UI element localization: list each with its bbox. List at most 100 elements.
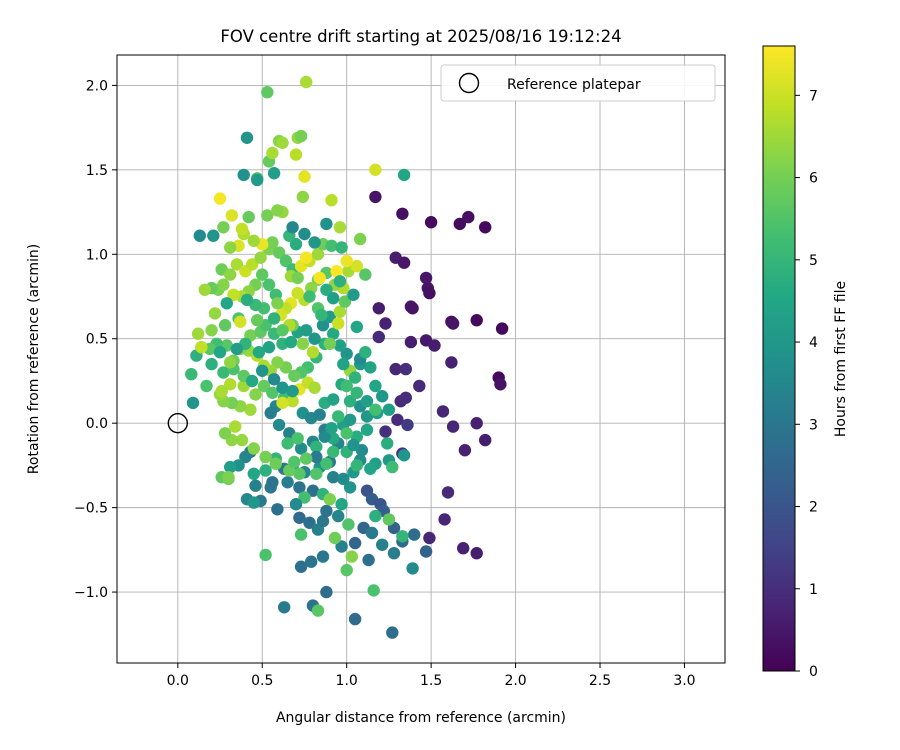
- data-point: [266, 146, 279, 160]
- data-point: [401, 418, 414, 432]
- data-point: [294, 129, 308, 143]
- data-point: [335, 540, 348, 553]
- data-point: [286, 395, 299, 408]
- data-point: [419, 271, 433, 285]
- data-point: [372, 330, 385, 344]
- data-point: [316, 319, 330, 332]
- data-point: [254, 251, 267, 264]
- data-point: [381, 437, 394, 450]
- y-tick-label: 2.0: [86, 78, 108, 94]
- data-point: [391, 413, 404, 426]
- data-point: [193, 229, 206, 242]
- data-point: [195, 341, 208, 354]
- data-point: [404, 335, 418, 349]
- data-point: [332, 509, 345, 523]
- data-point: [225, 209, 238, 222]
- data-point: [364, 462, 377, 475]
- data-point: [281, 437, 294, 450]
- data-point: [224, 241, 237, 254]
- data-point: [369, 379, 382, 393]
- data-point: [224, 460, 237, 474]
- colorbar-tick-label: 3: [809, 417, 818, 433]
- data-point: [457, 542, 470, 555]
- data-point: [320, 283, 333, 296]
- data-point: [359, 346, 372, 359]
- data-point: [396, 530, 409, 543]
- data-point: [222, 471, 235, 484]
- data-point: [458, 444, 472, 457]
- data-point: [239, 450, 252, 464]
- data-point: [360, 423, 374, 437]
- data-point: [200, 379, 213, 393]
- data-point: [266, 476, 279, 489]
- data-point: [313, 271, 326, 285]
- data-point: [495, 322, 509, 335]
- data-point: [261, 209, 274, 222]
- data-point: [294, 442, 308, 455]
- y-tick-label: −0.5: [74, 501, 108, 517]
- data-point: [470, 547, 483, 560]
- y-tick-label: 0.0: [86, 416, 108, 432]
- data-point: [271, 204, 284, 217]
- data-point: [266, 236, 279, 249]
- data-point: [337, 472, 350, 486]
- data-point: [245, 258, 259, 271]
- data-point: [271, 356, 284, 369]
- data-point: [259, 548, 272, 562]
- data-point: [350, 459, 363, 472]
- data-point: [227, 288, 240, 301]
- data-point: [230, 342, 244, 356]
- data-point: [251, 173, 264, 187]
- data-point: [320, 585, 333, 599]
- data-point: [397, 168, 411, 182]
- data-point: [360, 410, 374, 423]
- data-point: [470, 314, 483, 327]
- data-point: [325, 239, 338, 252]
- data-point: [308, 236, 321, 249]
- data-point: [247, 496, 260, 509]
- data-point: [245, 374, 259, 388]
- data-point: [262, 341, 276, 354]
- data-point: [365, 526, 379, 540]
- data-point: [369, 509, 382, 523]
- data-point: [347, 288, 360, 301]
- data-point: [291, 286, 304, 300]
- data-point: [269, 457, 282, 470]
- data-point: [318, 430, 331, 443]
- data-point: [333, 221, 347, 234]
- data-point: [423, 531, 436, 545]
- data-point: [330, 265, 343, 278]
- data-point: [300, 251, 313, 264]
- data-point: [305, 555, 318, 568]
- data-point: [271, 297, 284, 310]
- data-point: [291, 432, 304, 445]
- data-point: [343, 413, 357, 426]
- data-point: [218, 427, 232, 440]
- data-point: [300, 452, 313, 465]
- data-point: [419, 545, 433, 558]
- data-point: [300, 75, 313, 89]
- data-point: [271, 503, 284, 516]
- data-point: [262, 278, 276, 291]
- data-point: [303, 516, 316, 529]
- data-point: [382, 403, 396, 416]
- data-point: [354, 232, 367, 246]
- y-tick-label: 1.0: [86, 247, 108, 263]
- data-point: [369, 403, 382, 416]
- colorbar: 0 1 2 3 4 5 6 7 Hours from first FF file: [762, 45, 849, 680]
- data-point: [313, 408, 326, 421]
- data-point: [259, 450, 272, 464]
- data-point: [359, 268, 372, 281]
- data-point: [338, 295, 352, 308]
- data-point: [328, 531, 342, 545]
- colorbar-tick-label: 2: [809, 500, 818, 516]
- data-point: [327, 471, 340, 484]
- data-point: [446, 317, 460, 330]
- data-point: [399, 391, 412, 404]
- data-point: [252, 346, 266, 359]
- data-point: [289, 238, 303, 251]
- x-tick-label: 1.0: [336, 673, 358, 689]
- data-point: [306, 346, 320, 359]
- data-point: [213, 346, 227, 359]
